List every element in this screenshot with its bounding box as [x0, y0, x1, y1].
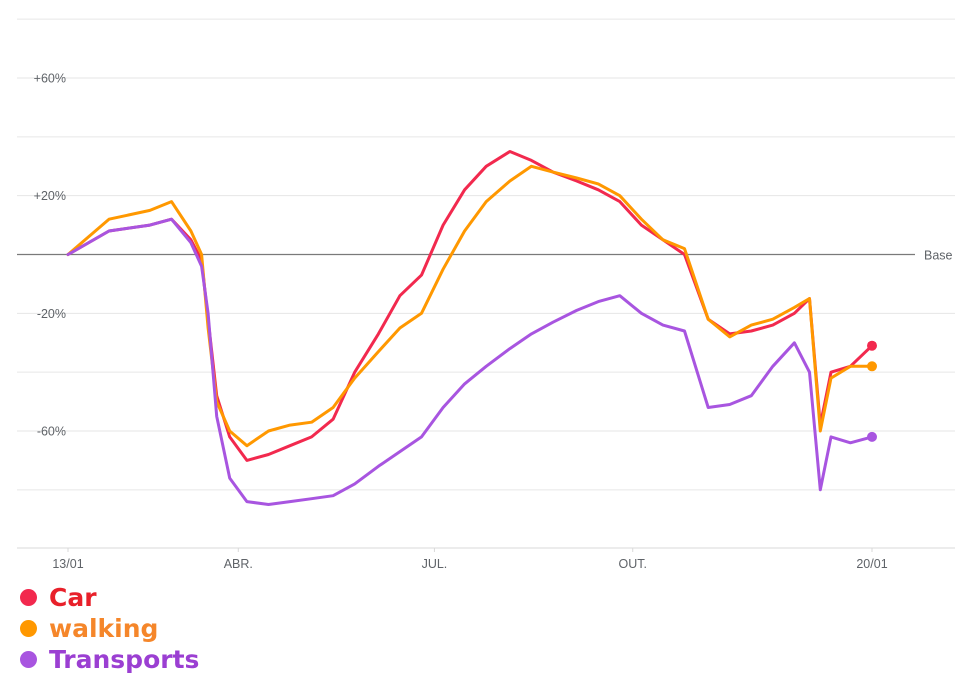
series-end-point-walking [867, 361, 877, 372]
series-line-walking [66, 164, 874, 448]
x-tick-label: 13/01 [52, 557, 83, 571]
legend-label-transports: Transports [49, 645, 200, 674]
legend-label-car: Car [49, 583, 97, 612]
tick-labels: Base +60% +20% -20% -60% 13/01 ABR. JUL. OUT. 20/… [34, 72, 953, 572]
transports-legend-dot [20, 651, 37, 668]
y-tick-label: +20% [34, 189, 66, 203]
mobility-line-chart: Base +60% +20% -20% -60% 13/01 ABR. JUL. OUT. 20/… [17, 18, 955, 572]
series-line-car [66, 150, 874, 462]
series-end-point-car [867, 340, 877, 351]
x-tick-label: OUT. [618, 557, 646, 571]
series-lines [66, 150, 877, 506]
axes [17, 253, 955, 552]
x-tick-label: 20/01 [856, 557, 887, 571]
x-tick-label: ABR. [224, 557, 253, 571]
x-tick-label: JUL. [422, 557, 448, 571]
legend-item-walking[interactable]: walking [14, 613, 199, 644]
legend-item-transports[interactable]: Transports [14, 644, 199, 675]
legend: Car walking Transports [14, 582, 199, 675]
y-tick-label: -20% [37, 307, 66, 321]
y-tick-label: +60% [34, 72, 66, 86]
series-line-transports [66, 217, 874, 506]
y-tick-label: -60% [37, 425, 66, 439]
legend-item-car[interactable]: Car [14, 582, 199, 613]
series-end-point-transports [867, 431, 877, 442]
car-legend-dot [20, 589, 37, 606]
gridlines [17, 18, 955, 491]
baseline-label: Base [924, 249, 953, 263]
walking-legend-dot [20, 620, 37, 637]
legend-label-walking: walking [49, 614, 159, 643]
